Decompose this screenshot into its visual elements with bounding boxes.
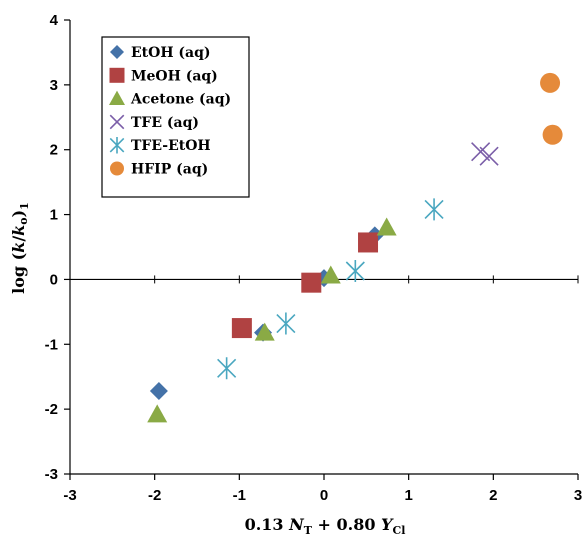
legend-marker-2 <box>109 90 125 105</box>
x-tick-label: 0 <box>320 487 328 504</box>
x-tick-label: -1 <box>233 487 246 504</box>
data-point-series-4 <box>424 198 444 221</box>
y-tick-label: -3 <box>45 466 58 483</box>
legend-marker-1 <box>109 67 125 83</box>
legend-entry-label: TFE (aq) <box>131 115 199 131</box>
data-point-series-2 <box>254 322 275 341</box>
tick-labels: -3 -2 -1 0 1 2 3 4 -3 -2 -1 0 1 2 3 <box>45 12 583 504</box>
legend-entry-label: TFE-EtOH <box>131 138 211 154</box>
data-point-series-5 <box>540 72 561 93</box>
axes <box>64 19 579 480</box>
legend-marker-5 <box>110 161 124 176</box>
legend-box <box>101 36 250 198</box>
legend-marker-4 <box>109 136 125 154</box>
y-tick-label: 3 <box>50 77 58 94</box>
legend: EtOH (aq) MeOH (aq) Acetone (aq) TFE (aq) TF… <box>101 36 250 198</box>
data-point-series-1 <box>301 272 322 293</box>
x-axis-title: 0.13 NT + 0.80 YCl <box>245 515 406 537</box>
x-tick-label: 2 <box>489 487 497 504</box>
legend-marker-0 <box>110 45 124 59</box>
data-point-series-4 <box>217 357 237 380</box>
y-tick-label: -2 <box>45 401 58 418</box>
y-tick-label: 1 <box>50 207 58 224</box>
data-point-series-1 <box>231 318 252 339</box>
data-point-series-3 <box>479 146 499 166</box>
y-tick-label: 4 <box>50 12 59 29</box>
y-tick-label: 0 <box>50 271 58 288</box>
x-tick-label: -2 <box>148 487 161 504</box>
legend-entry-label: Acetone (aq) <box>130 92 231 108</box>
x-tick-label: -3 <box>63 487 76 504</box>
y-tick-label: 2 <box>50 142 58 159</box>
data-point-series-5 <box>542 124 563 145</box>
data-point-series-2 <box>147 404 168 423</box>
y-axis-title: log (k/ko)1 <box>9 202 31 294</box>
data-point-series-0 <box>149 381 168 400</box>
data-point-series-1 <box>358 232 379 253</box>
data-point-series-2 <box>320 265 341 284</box>
data-point-series-4 <box>276 312 296 335</box>
legend-entry-label: MeOH (aq) <box>131 68 218 84</box>
y-tick-label: -1 <box>45 336 58 353</box>
data-points <box>147 72 563 423</box>
data-point-series-4 <box>345 259 365 282</box>
legend-marker-3 <box>109 114 125 130</box>
legend-entry-label: HFIP (aq) <box>131 162 208 178</box>
legend-entry-label: EtOH (aq) <box>131 45 211 61</box>
data-point-series-2 <box>376 217 397 236</box>
x-tick-label: 1 <box>404 487 412 504</box>
x-tick-label: 3 <box>574 487 582 504</box>
